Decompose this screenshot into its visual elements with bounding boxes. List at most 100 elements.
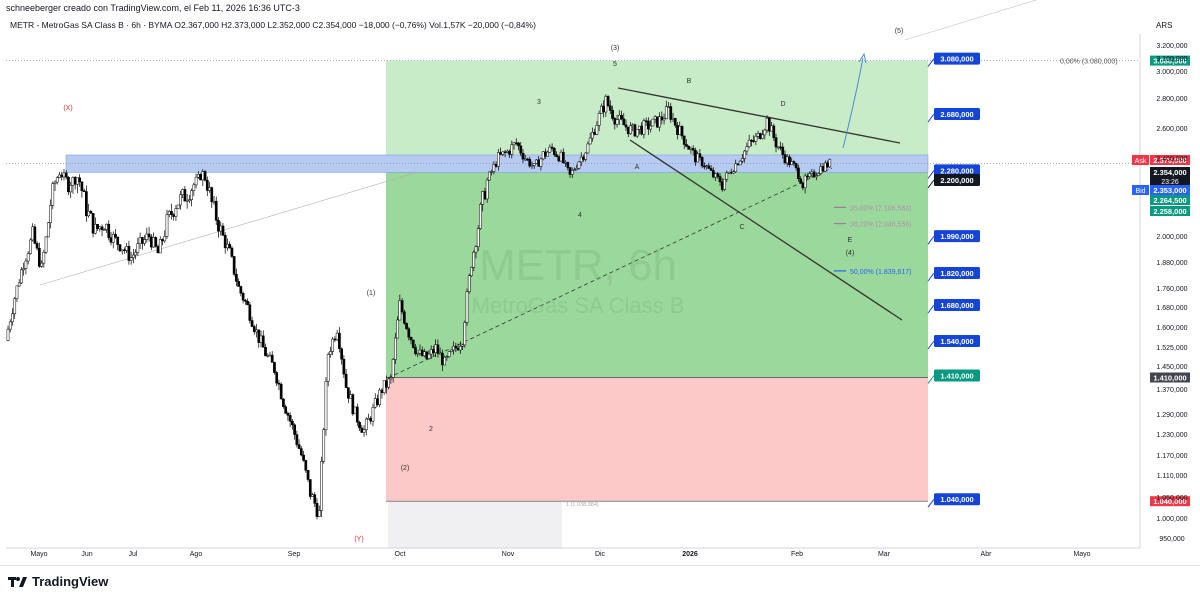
candle-body bbox=[752, 140, 755, 142]
candle bbox=[250, 316, 254, 328]
candle-body bbox=[118, 244, 122, 252]
candle-body bbox=[346, 387, 350, 399]
candle bbox=[210, 186, 214, 208]
candle bbox=[212, 196, 216, 205]
candle-body bbox=[691, 147, 695, 151]
candle bbox=[149, 234, 153, 251]
candle-body bbox=[344, 373, 348, 388]
candle-body bbox=[548, 146, 552, 153]
candle bbox=[763, 128, 767, 140]
y-tick-label: 3.200,000 bbox=[1156, 43, 1187, 50]
candle-body bbox=[64, 172, 68, 178]
candle bbox=[67, 176, 70, 196]
price-tag-text: 1.040,000 bbox=[1153, 497, 1186, 506]
candle-body bbox=[394, 337, 397, 360]
candle bbox=[443, 355, 446, 366]
x-tick-label: 2026 bbox=[682, 551, 698, 558]
candle-body bbox=[819, 166, 823, 174]
price-tag: 2.258,000 bbox=[1150, 206, 1190, 216]
candle bbox=[275, 371, 279, 387]
candle-body bbox=[145, 233, 149, 240]
candle-body bbox=[181, 189, 185, 195]
candle bbox=[80, 181, 84, 198]
candle-body bbox=[349, 394, 352, 399]
candle-body bbox=[550, 146, 554, 149]
candle bbox=[490, 169, 494, 176]
candle-body bbox=[673, 118, 677, 126]
candle bbox=[427, 350, 431, 360]
candle bbox=[396, 316, 399, 339]
level-tag-text: 3.080,000 bbox=[940, 55, 973, 64]
candle-body bbox=[629, 125, 632, 135]
candle bbox=[49, 199, 52, 229]
candle bbox=[362, 425, 366, 437]
candle-body bbox=[709, 168, 713, 171]
long-trend-line bbox=[39, 171, 419, 286]
level-tag-box bbox=[934, 267, 980, 279]
x-tick-label: Jul bbox=[129, 551, 138, 558]
candle bbox=[635, 129, 639, 139]
candle bbox=[127, 240, 131, 265]
candle bbox=[761, 129, 764, 140]
candle bbox=[163, 230, 167, 243]
wave-label: (3) bbox=[611, 45, 620, 52]
candle-body bbox=[817, 173, 820, 176]
candle bbox=[324, 377, 328, 436]
candle bbox=[550, 143, 554, 152]
candle bbox=[26, 250, 30, 265]
candle bbox=[709, 165, 713, 171]
price-tag-text: 1.410,000 bbox=[1153, 374, 1186, 383]
candle-body bbox=[622, 118, 626, 126]
price-tag-prefix-box bbox=[1132, 185, 1149, 195]
candle-body bbox=[514, 142, 518, 145]
candle-body bbox=[472, 251, 476, 268]
candle-body bbox=[436, 344, 440, 354]
candle-body bbox=[132, 254, 135, 258]
candle bbox=[188, 195, 191, 203]
candle-body bbox=[58, 174, 61, 178]
candle-body bbox=[259, 335, 263, 343]
candle-body bbox=[756, 133, 760, 137]
candle-body bbox=[481, 191, 485, 205]
candle-body bbox=[165, 214, 169, 237]
candle-body bbox=[490, 171, 494, 173]
candle-body bbox=[600, 105, 603, 114]
candle-body bbox=[317, 510, 321, 517]
candle-body bbox=[143, 239, 146, 244]
fib-label: 35,00% (2.106,583) bbox=[850, 205, 912, 212]
candle-body bbox=[449, 349, 453, 352]
candle-body bbox=[266, 355, 270, 357]
price-tag-text: 2.258,000 bbox=[1153, 207, 1186, 216]
candle-body bbox=[790, 161, 794, 165]
candle bbox=[219, 221, 223, 236]
candle bbox=[651, 118, 655, 127]
candle-body bbox=[465, 291, 469, 323]
candle-body bbox=[167, 211, 171, 215]
candle bbox=[147, 226, 151, 242]
level-tag-pointer bbox=[927, 375, 935, 384]
candle-body bbox=[125, 246, 129, 251]
candle bbox=[259, 330, 263, 348]
candle-body bbox=[461, 344, 464, 347]
candle bbox=[331, 336, 335, 356]
candle-body bbox=[734, 163, 738, 172]
candle-body bbox=[541, 151, 545, 160]
wave-label: (X) bbox=[63, 105, 72, 112]
candle bbox=[535, 159, 538, 164]
candle bbox=[633, 123, 637, 137]
candle bbox=[382, 380, 386, 395]
candle-body bbox=[136, 243, 140, 253]
tradingview-logo[interactable]: TradingView bbox=[8, 574, 108, 589]
candle-body bbox=[194, 176, 198, 186]
candle bbox=[754, 133, 758, 146]
candle bbox=[230, 245, 234, 258]
wave-label: (4) bbox=[846, 250, 855, 257]
level-tag-text: 2.680,000 bbox=[940, 110, 973, 119]
candle-body bbox=[445, 356, 449, 358]
candle-body bbox=[474, 246, 478, 253]
candle bbox=[723, 178, 726, 192]
level-tag-box bbox=[934, 174, 980, 186]
y-tick-label: 950,000 bbox=[1159, 536, 1184, 543]
candle-body bbox=[214, 200, 218, 221]
